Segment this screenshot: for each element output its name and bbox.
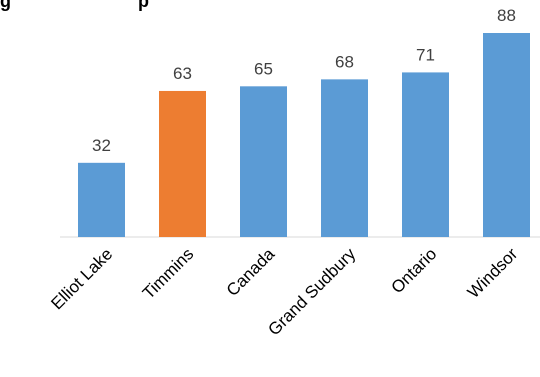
bar-timmins: [159, 90, 206, 237]
bar-windsor: [483, 33, 530, 237]
chart-title-end: p: [138, 0, 149, 11]
x-tick-label: Ontario: [387, 244, 440, 297]
data-label: 65: [254, 59, 273, 78]
x-tick-label: Grand Sudbury: [264, 244, 359, 339]
bar-grand-sudbury: [321, 79, 368, 237]
data-label: 71: [416, 45, 435, 64]
x-tick-label: Canada: [223, 244, 279, 300]
bar-ontario: [402, 72, 449, 237]
bar-canada: [240, 86, 287, 238]
chart-title-fragment: g p: [0, 0, 149, 12]
data-label: 32: [92, 136, 111, 155]
x-tick-label: Elliot Lake: [47, 244, 116, 313]
data-label: 88: [497, 6, 516, 25]
x-tick-label: Windsor: [464, 244, 522, 302]
chart-title-start: g: [0, 0, 11, 11]
bar-elliot-lake: [78, 162, 125, 237]
data-label: 63: [173, 64, 192, 83]
data-label: 68: [335, 52, 354, 71]
x-tick-label: Timmins: [139, 244, 197, 302]
